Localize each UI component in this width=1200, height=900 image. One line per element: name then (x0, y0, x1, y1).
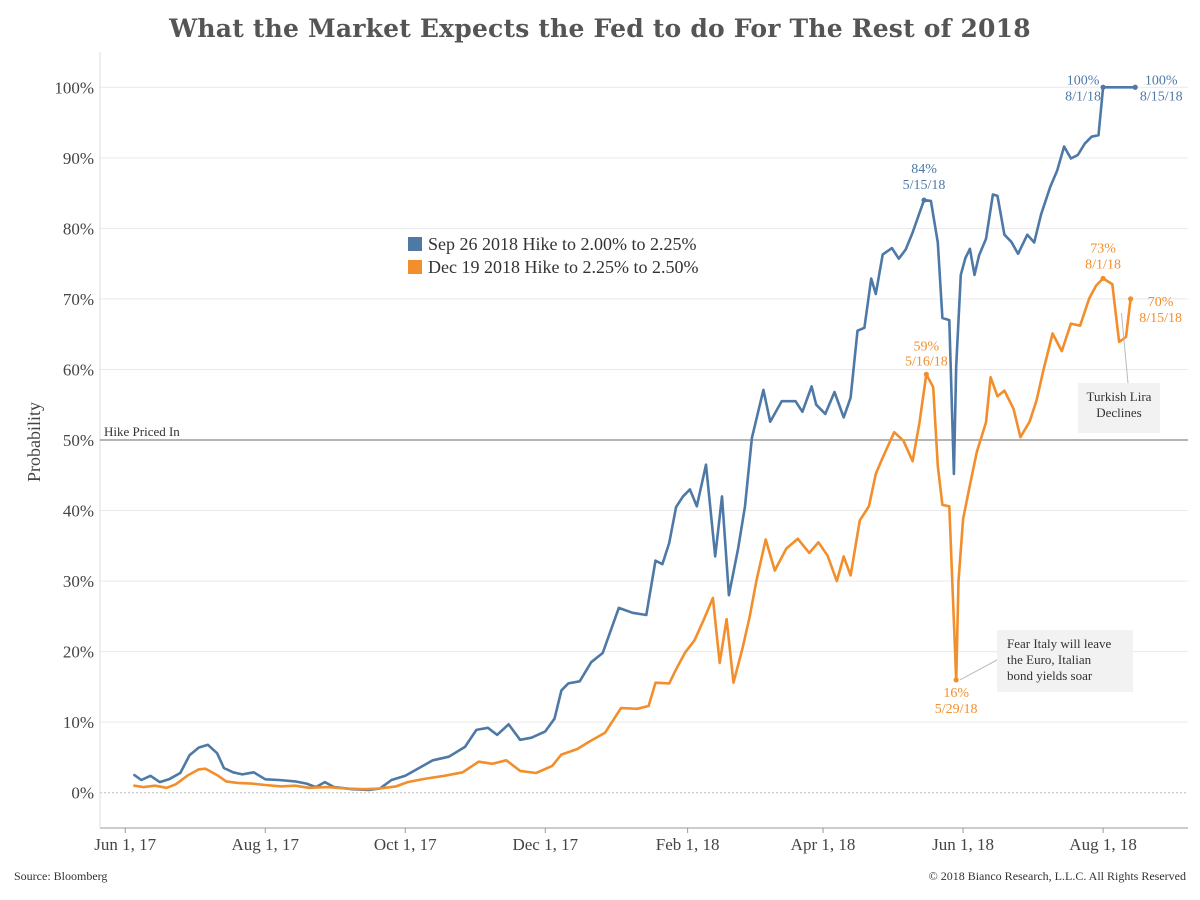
annotation-point (923, 371, 929, 377)
x-tick-label: Jun 1, 18 (932, 835, 994, 854)
annotation-point (1100, 84, 1106, 90)
annotation-point (1100, 275, 1106, 282)
y-tick-label: 0% (71, 784, 94, 803)
x-tick-label: Feb 1, 18 (656, 835, 720, 854)
note-text: the Euro, Italian (1007, 652, 1092, 667)
annotation-date: 8/1/18 (1085, 257, 1121, 272)
x-tick-label: Aug 1, 17 (232, 835, 300, 854)
y-tick-label: 80% (63, 219, 94, 238)
annotation-value: 100% (1067, 73, 1100, 88)
annotation-point (1128, 296, 1134, 302)
y-tick-label: 20% (63, 643, 94, 662)
y-tick-label: 70% (63, 290, 94, 309)
y-tick-label: 60% (63, 360, 94, 379)
annotation-date: 5/15/18 (903, 178, 946, 193)
annotation-point (921, 197, 927, 203)
y-tick-label: 40% (63, 502, 94, 521)
y-tick-label: 10% (63, 713, 94, 732)
note-text: Turkish Lira (1087, 389, 1152, 404)
x-tick-label: Dec 1, 17 (512, 835, 578, 854)
annotation-date: 8/15/18 (1140, 89, 1183, 104)
y-tick-label: 100% (54, 78, 94, 97)
source-note: Source: Bloomberg (14, 869, 107, 883)
annotation-value: 73% (1090, 241, 1116, 256)
annotation-date: 5/16/18 (905, 354, 948, 369)
note-leader-line (959, 659, 998, 681)
legend: Sep 26 2018 Hike to 2.00% to 2.25% Dec 1… (408, 234, 698, 277)
note-box (997, 630, 1133, 692)
y-tick-label: 30% (63, 572, 94, 591)
legend-swatch-series-1 (408, 237, 422, 251)
annotation-point (1132, 84, 1138, 90)
x-tick-label: Jun 1, 17 (94, 835, 156, 854)
annotation-value: 16% (943, 686, 969, 701)
note-text: Fear Italy will leave (1007, 636, 1112, 651)
series-lines (133, 86, 1137, 792)
note-box (1078, 383, 1160, 433)
note-text: Declines (1096, 405, 1141, 420)
x-tick-label: Oct 1, 17 (374, 835, 437, 854)
annotation-point (953, 677, 959, 683)
legend-label-series-1: Sep 26 2018 Hike to 2.00% to 2.25% (428, 234, 696, 254)
x-tick-label: Apr 1, 18 (791, 835, 856, 854)
annotation-date: 8/15/18 (1139, 311, 1182, 326)
y-tick-label: 90% (63, 149, 94, 168)
axes: 0% 10% 20% 30% 40% 50% 60% 70% 80% 90% 100% Jun 1, … (54, 52, 1188, 854)
series-line-2 (133, 277, 1132, 791)
annotation-date: 5/29/18 (935, 702, 978, 717)
series-line-1 (133, 86, 1137, 792)
annotations: 84%5/15/18100%8/1/18100%8/15/1859%5/16/1… (903, 73, 1183, 717)
note-text: bond yields soar (1007, 668, 1093, 683)
x-tick-label: Aug 1, 18 (1069, 835, 1137, 854)
annotation-value: 100% (1145, 73, 1178, 88)
reference-line-group: Hike Priced In (100, 424, 1188, 441)
note-leader-line (1120, 312, 1129, 384)
annotation-value: 70% (1148, 295, 1174, 310)
annotation-value: 59% (913, 339, 939, 354)
annotation-value: 84% (911, 162, 937, 177)
y-axis-label: Probability (24, 402, 44, 482)
legend-swatch-series-2 (408, 260, 422, 274)
copyright-note: © 2018 Bianco Research, L.L.C. All Right… (929, 869, 1186, 883)
reference-line-label: Hike Priced In (104, 424, 180, 439)
y-tick-label: 50% (63, 431, 94, 450)
annotation-date: 8/1/18 (1065, 89, 1101, 104)
chart-title: What the Market Expects the Fed to do Fo… (169, 14, 1031, 43)
legend-label-series-2: Dec 19 2018 Hike to 2.25% to 2.50% (428, 257, 698, 277)
